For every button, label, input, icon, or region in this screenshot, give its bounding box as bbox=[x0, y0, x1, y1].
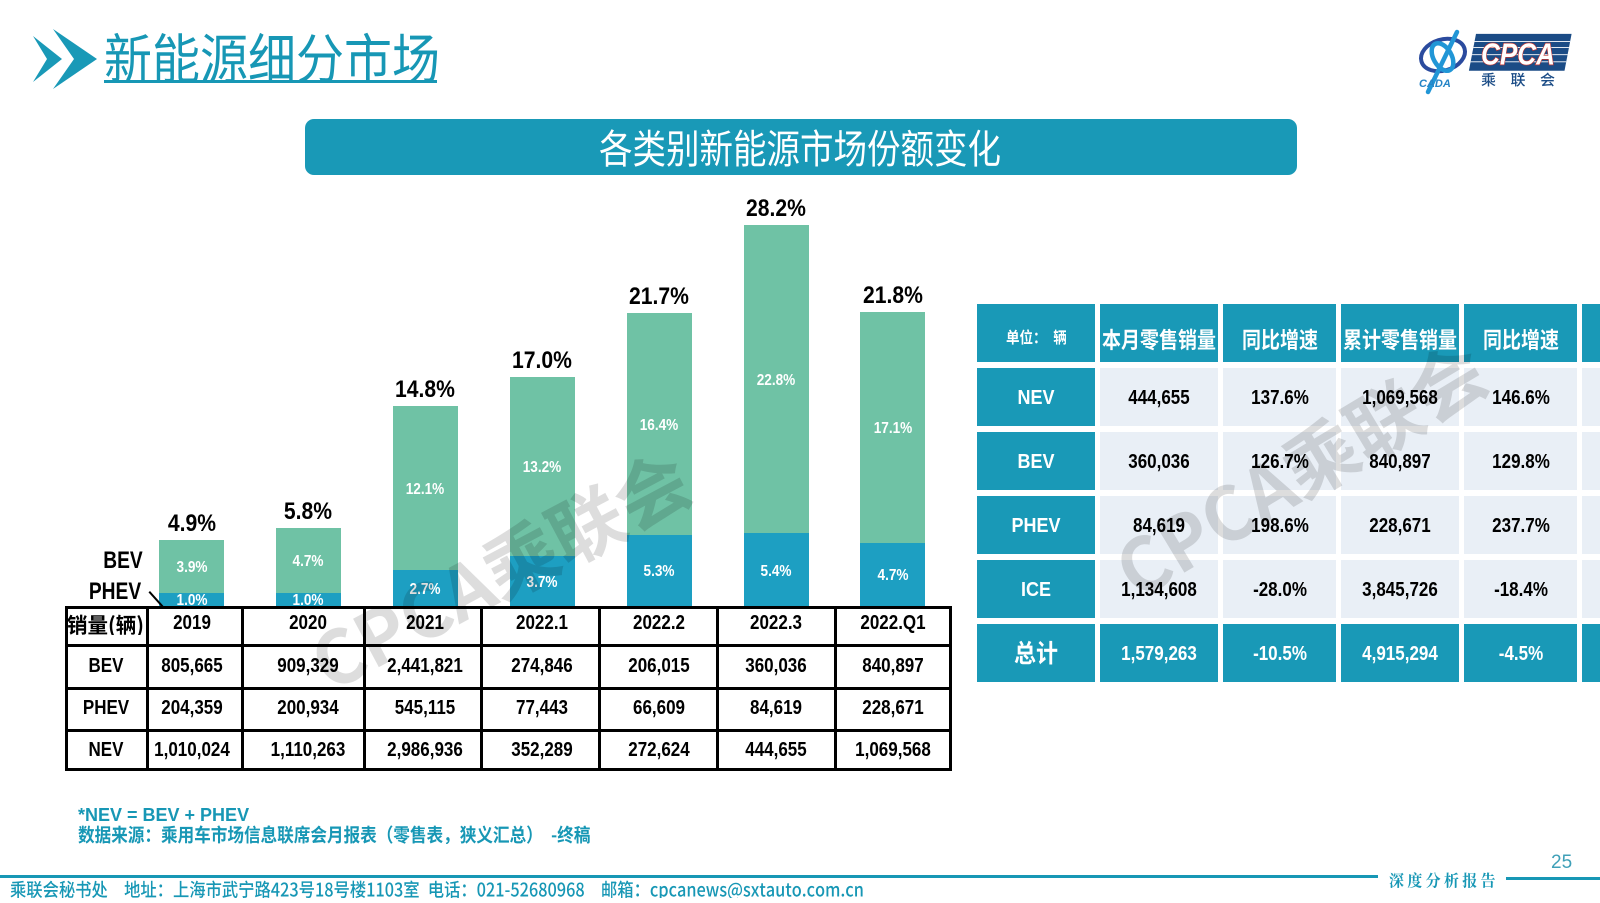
svg-text:CADA: CADA bbox=[1419, 78, 1451, 90]
svg-text:CPCA: CPCA bbox=[1481, 37, 1555, 72]
